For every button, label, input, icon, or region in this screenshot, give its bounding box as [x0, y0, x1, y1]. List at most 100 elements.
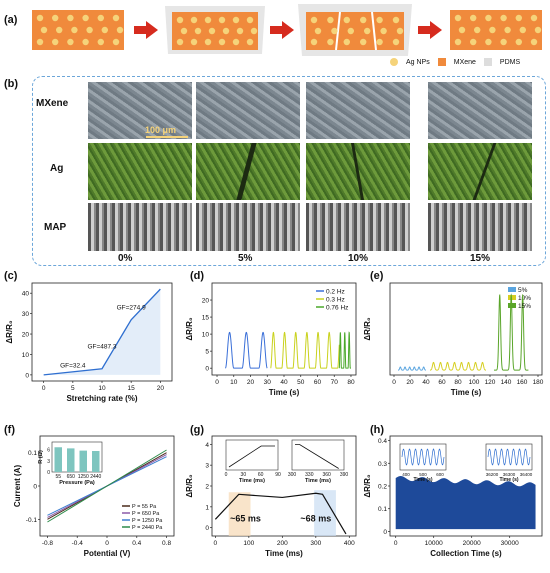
- legend-entry: 0.3 Hz: [326, 297, 345, 304]
- inset-fall-x-tick: 360: [322, 472, 331, 478]
- ag-np-dot: [530, 14, 538, 22]
- ag-np-dot: [519, 26, 526, 34]
- photo-map-0: [88, 203, 192, 251]
- inset-x-tick: 1250: [78, 474, 89, 480]
- film-stage-4: [450, 10, 542, 50]
- row-label-map: MAP: [44, 222, 67, 233]
- film-stage-3: [306, 12, 404, 50]
- ag-np-dot: [246, 16, 254, 24]
- inset-fall: 300 330 360 390 Time (ms): [288, 439, 348, 484]
- y-axis-label: Current (A): [13, 465, 22, 508]
- ag-np-dot: [485, 38, 492, 46]
- ag-np-dot: [380, 27, 387, 35]
- y-tick-label: 20: [202, 298, 210, 305]
- legend-swatch: [508, 295, 516, 300]
- photo-ag-5: [196, 143, 300, 200]
- x-tick-label: 50: [297, 379, 305, 386]
- ag-np-dot: [36, 38, 44, 46]
- y-tick-label: 3: [205, 463, 209, 470]
- x-tick-label: 5: [71, 385, 75, 392]
- y-tick-label: 40: [22, 291, 30, 298]
- x-tick-label: 30000: [501, 540, 519, 547]
- ag-np-dot: [208, 27, 216, 35]
- legend-pdms: PDMS: [499, 58, 521, 66]
- x-tick-label: 140: [501, 379, 512, 386]
- y-tick-label: 10: [202, 332, 210, 339]
- legend-entry: 0.2 Hz: [326, 289, 345, 296]
- ag-np-dot: [343, 16, 350, 24]
- inset-bar: 55 650 1250 2440 0 3 6 Pressure (Pa) R (Ω): [38, 441, 103, 486]
- ag-np-dot: [176, 38, 184, 46]
- ag-np-dot: [327, 16, 334, 24]
- ag-np-dot: [218, 16, 226, 24]
- y-axis-label: ΔR/R₀: [363, 317, 372, 341]
- gf-line: [43, 288, 161, 376]
- ag-np-dot: [56, 26, 63, 34]
- row-label-mxene: MXene: [36, 98, 69, 109]
- legend-a: Ag NPs MXene PDMS: [390, 58, 520, 66]
- ag-swatch: [390, 58, 398, 66]
- inset-end-x-tick: 36300: [503, 472, 516, 477]
- x-axis-label: Time (s): [451, 388, 482, 397]
- inset-fall-x-tick: 300: [288, 472, 297, 478]
- ag-np-dot: [116, 26, 124, 34]
- x-tick-label: 100: [243, 540, 254, 547]
- x-axis-label: Time (ms): [265, 549, 303, 558]
- ag-np-dot: [204, 38, 212, 46]
- ag-np-dot: [310, 16, 318, 24]
- arrow-2: [270, 21, 294, 39]
- x-tick-label: 20: [157, 385, 165, 392]
- panel-label-f: (f): [4, 424, 15, 436]
- x-tick-label: 180: [533, 379, 544, 386]
- x-tick-label: 15: [128, 385, 136, 392]
- ag-np-dot: [190, 38, 198, 46]
- ag-np-dot: [204, 16, 212, 24]
- y-tick-label: 2: [205, 484, 209, 491]
- x-tick-label: 40: [280, 379, 288, 386]
- inset-start-x-tick: 400: [402, 472, 410, 477]
- ag-np-dot: [222, 27, 230, 35]
- ag-np-dot: [97, 38, 105, 46]
- panel-label-c: (c): [4, 270, 18, 282]
- y-tick-label: 0: [33, 484, 37, 491]
- ag-np-dot: [190, 16, 198, 24]
- long-term-band: [395, 476, 536, 530]
- x-tick-label: 30: [264, 379, 272, 386]
- inset-bar-2: [79, 450, 87, 472]
- x-tick-label: 0.4: [132, 540, 141, 547]
- scalebar-label: 100 μm: [145, 125, 177, 135]
- ag-np-dot: [485, 14, 492, 22]
- micrograph-frame: [32, 76, 546, 266]
- ag-np-dot: [71, 26, 78, 34]
- y-tick-label: 4: [205, 442, 209, 449]
- panel-label-a: (a): [4, 14, 18, 26]
- ag-np-dot: [36, 14, 44, 22]
- y-axis-label: ΔR/R₀: [363, 474, 372, 498]
- rise-time-label: ~65 ms: [230, 513, 261, 523]
- legend-entry: P = 1250 Pa: [132, 518, 163, 524]
- x-axis-label: Collection Time (s): [430, 549, 502, 558]
- x-tick-label: 60: [314, 379, 322, 386]
- y-axis-label: ΔR/R₀: [5, 320, 14, 344]
- y-tick-label: 20: [22, 332, 30, 339]
- schematic-a: [32, 4, 542, 56]
- inset-bar-1: [67, 448, 75, 472]
- ag-np-dot: [489, 26, 496, 34]
- x-tick-label: 10: [98, 385, 106, 392]
- inset-start-x-tick: 500: [419, 472, 427, 477]
- inset-x-label: Pressure (Pa): [59, 480, 95, 486]
- gf-annotation: GF=274.9: [117, 305, 146, 312]
- chart-d: 0 10 20 30 40 50 60 70 80 0 5 10 15 20 Time (s) ΔR/R₀ 0.…: [185, 282, 357, 397]
- strain-label-0: 0%: [118, 253, 133, 264]
- ag-np-dot: [530, 38, 538, 46]
- inset-fall-x-label: Time (ms): [305, 478, 331, 484]
- row-label-ag: Ag: [50, 163, 64, 174]
- ag-np-dot: [40, 26, 48, 34]
- ag-np-dot: [246, 38, 254, 46]
- pdms-swatch: [483, 58, 492, 66]
- legend-entry: 0.76 Hz: [326, 305, 348, 312]
- x-tick-label: 200: [277, 540, 288, 547]
- photo-map-15: [428, 203, 532, 251]
